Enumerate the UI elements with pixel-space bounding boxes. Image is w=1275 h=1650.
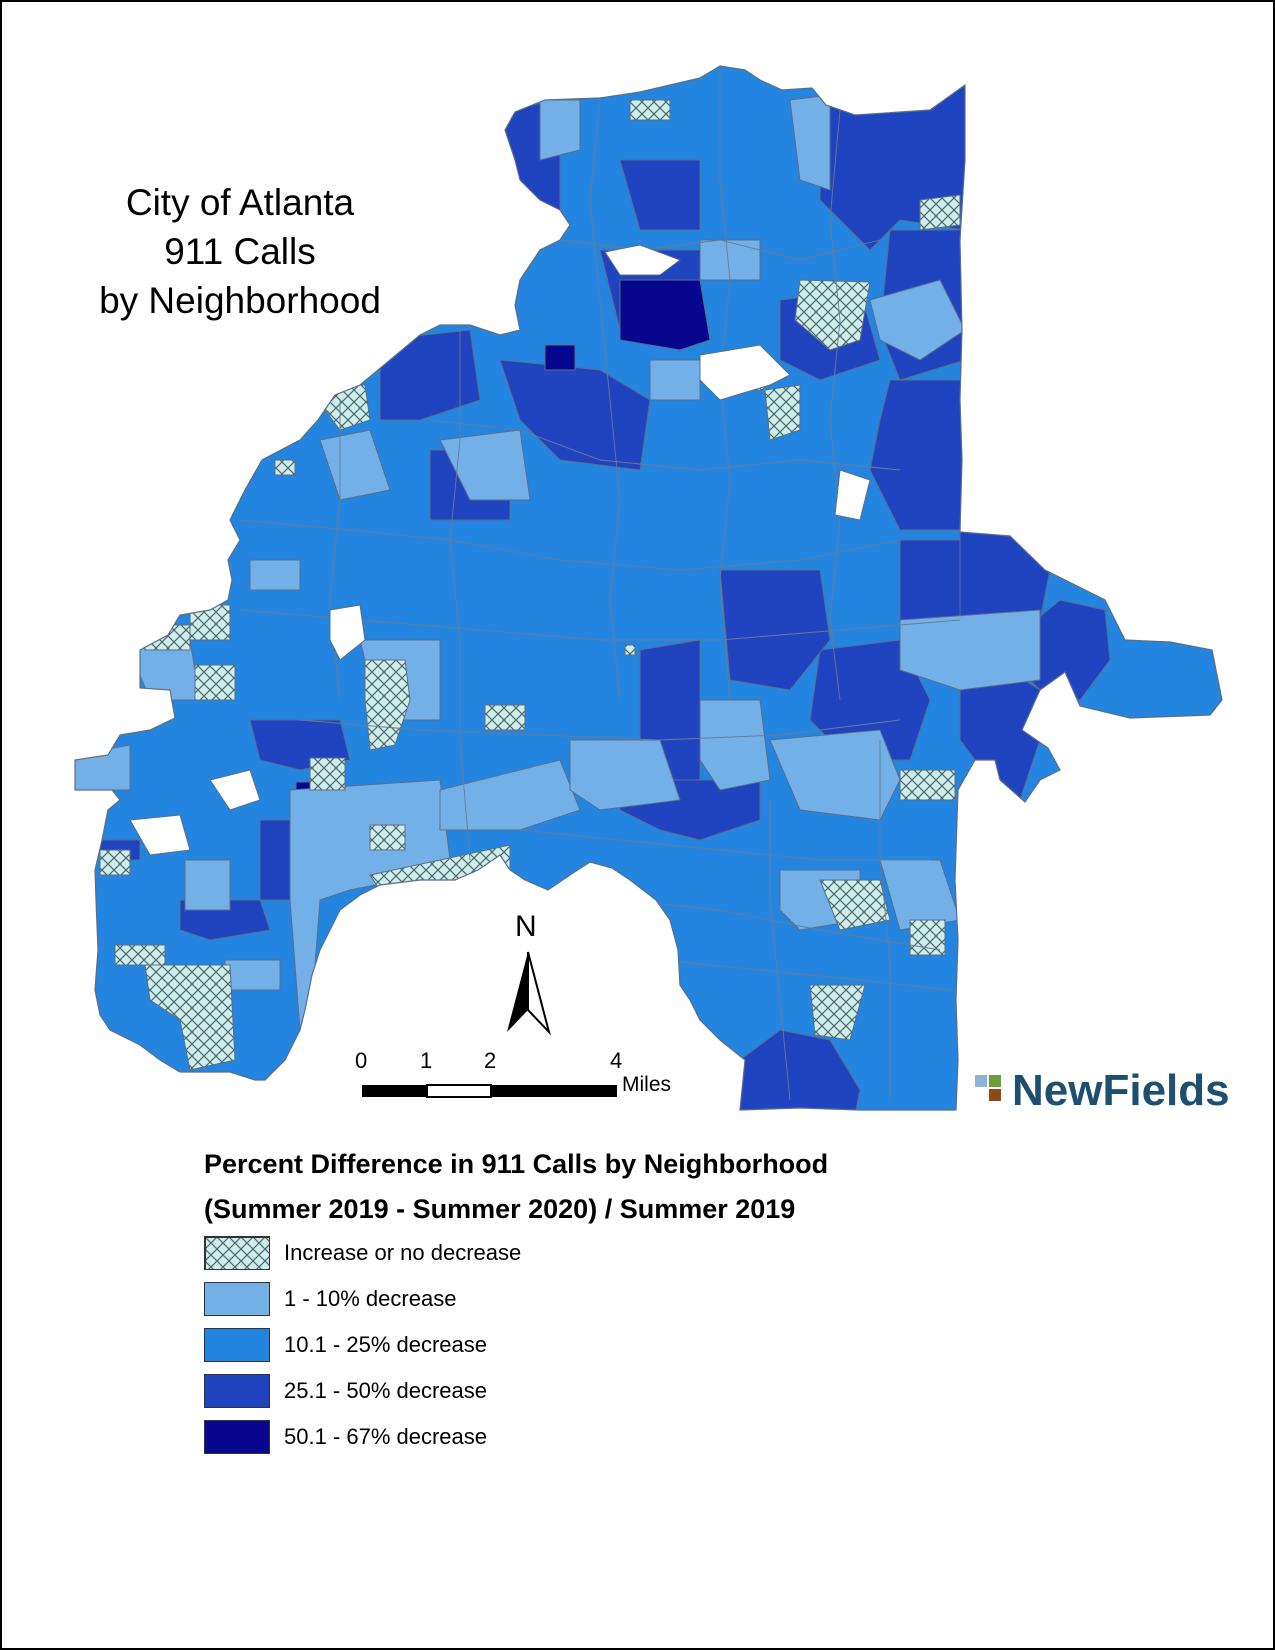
scale-tick-4: 4 (610, 1048, 623, 1073)
scale-tick-2: 2 (484, 1048, 497, 1073)
map-title-line1: City of Atlanta (125, 182, 355, 223)
map-title: City of Atlanta 911 Calls by Neighborhoo… (70, 178, 410, 325)
newfields-logo-text: NewFields (1012, 1066, 1230, 1115)
legend-swatch (204, 1328, 270, 1362)
legend-label: 10.1 - 25% decrease (284, 1332, 488, 1357)
legend-item-increase: Increase or no decrease (204, 1236, 804, 1270)
legend-item-10-25: 10.1 - 25% decrease (204, 1328, 804, 1362)
map-title-line2: 911 Calls (164, 231, 316, 272)
map-legend: Percent Difference in 911 Calls by Neigh… (204, 1142, 1004, 1232)
legend-swatch (204, 1420, 270, 1454)
north-arrow-label: N (515, 910, 537, 943)
scale-bar (362, 1084, 617, 1098)
legend-swatch-hatched (204, 1236, 270, 1270)
legend-title-line1: Percent Difference in 911 Calls by Neigh… (204, 1149, 829, 1179)
scale-tick-0: 0 (355, 1048, 368, 1073)
map-title-line3: by Neighborhood (99, 280, 381, 321)
legend-item-1-10: 1 - 10% decrease (204, 1282, 804, 1316)
legend-label: Increase or no decrease (284, 1240, 522, 1265)
legend-title-line2: (Summer 2019 - Summer 2020) / Summer 201… (204, 1194, 796, 1224)
legend-label: 1 - 10% decrease (284, 1286, 457, 1311)
scale-unit-label: Miles (622, 1073, 672, 1096)
legend-label: 25.1 - 50% decrease (284, 1378, 488, 1403)
scale-tick-1: 1 (420, 1048, 433, 1073)
legend-item-50-67: 50.1 - 67% decrease (204, 1420, 804, 1454)
legend-item-25-50: 25.1 - 50% decrease (204, 1374, 804, 1408)
newfields-logo-icon (975, 1075, 1001, 1101)
legend-swatch (204, 1282, 270, 1316)
legend-label: 50.1 - 67% decrease (284, 1424, 488, 1449)
legend-swatch (204, 1374, 270, 1408)
north-arrow-icon (507, 951, 551, 1036)
